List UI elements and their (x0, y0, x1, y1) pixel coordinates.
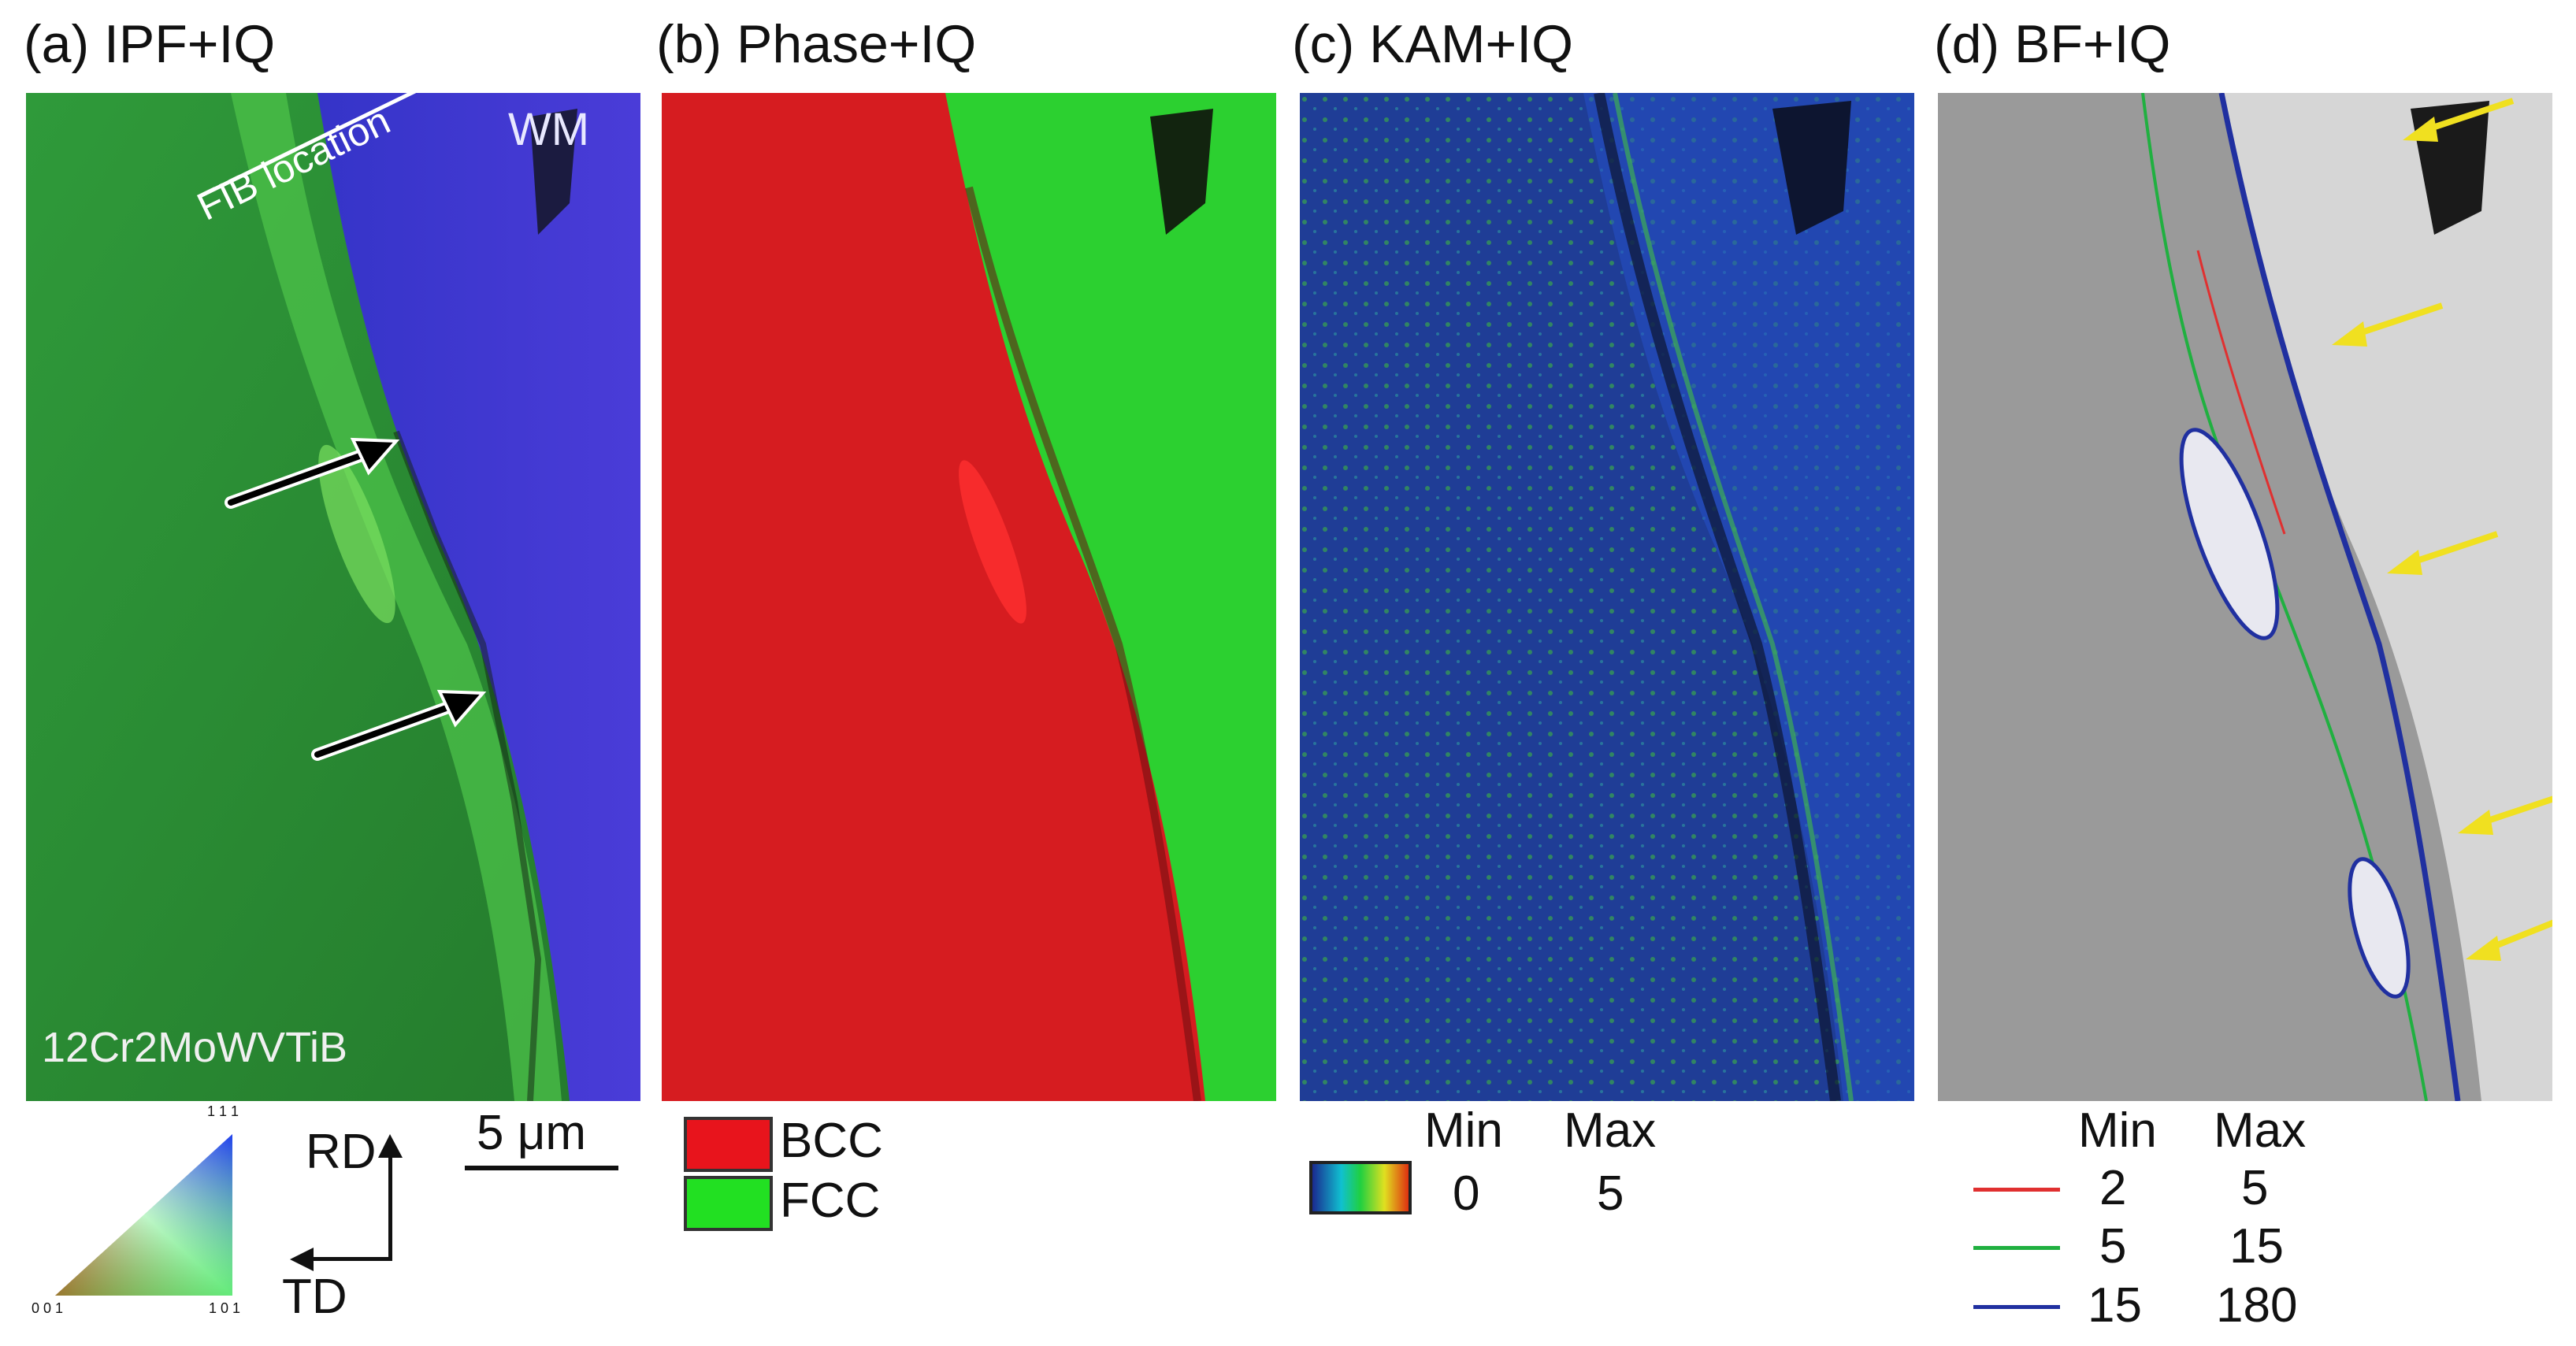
ipf-corner-111: 1 1 1 (207, 1103, 239, 1119)
td-label: TD (282, 1270, 347, 1324)
bcc-swatch (684, 1117, 773, 1172)
bf-max-header: Max (2214, 1103, 2307, 1158)
fcc-label: FCC (780, 1174, 881, 1228)
bf-line-5-15 (1973, 1246, 2060, 1250)
arrow-icon (2387, 531, 2499, 575)
bf-row-min: 2 (2099, 1161, 2127, 1215)
kam-min-header: Min (1424, 1103, 1503, 1158)
kam-max-header: Max (1564, 1103, 1657, 1158)
bf-row-max: 5 (2241, 1161, 2269, 1215)
wm-label: WM (508, 104, 590, 155)
bf-line-15-180 (1973, 1305, 2060, 1309)
ipf-map-panel: WM FIB location 12Cr2MoWVTiB (26, 93, 640, 1101)
scale-bar-label: 5 μm (477, 1106, 587, 1160)
ipf-corner-001: 0 0 1 (32, 1300, 64, 1316)
rd-axis-line (388, 1142, 392, 1260)
panel-b-title: (b) Phase+IQ (656, 14, 977, 74)
fcc-swatch (684, 1176, 773, 1231)
arrow-icon (2403, 98, 2515, 142)
bf-row-min: 15 (2088, 1278, 2142, 1333)
panel-a-title: (a) IPF+IQ (24, 14, 276, 74)
ipf-corner-101: 1 0 1 (209, 1300, 241, 1316)
kam-min-value: 0 (1453, 1166, 1480, 1221)
td-axis-line (299, 1257, 392, 1261)
arrow-icon (225, 437, 400, 509)
panel-d-title: (d) BF+IQ (1934, 14, 2171, 74)
scale-bar (465, 1166, 618, 1170)
bf-line-2-5 (1973, 1188, 2060, 1192)
bf-row-max: 180 (2216, 1278, 2298, 1333)
material-label: 12Cr2MoWVTiB (42, 1024, 348, 1071)
panel-c-title: (c) KAM+IQ (1292, 14, 1574, 74)
kam-map-panel (1300, 93, 1914, 1101)
arrow-up-icon (378, 1134, 403, 1158)
arrow-icon (2332, 302, 2444, 347)
bf-row-min: 5 (2099, 1219, 2127, 1274)
bf-min-header: Min (2078, 1103, 2157, 1158)
arrow-left-icon (290, 1248, 314, 1271)
bf-row-max: 15 (2229, 1219, 2284, 1274)
bf-map-panel (1938, 93, 2552, 1101)
arrow-icon (2466, 919, 2552, 961)
ipf-triangle-legend (55, 1134, 232, 1296)
phase-map-panel (662, 93, 1276, 1101)
kam-max-value: 5 (1597, 1166, 1624, 1221)
arrow-icon (2458, 795, 2552, 835)
rd-label: RD (306, 1125, 377, 1179)
kam-color-bar (1309, 1161, 1412, 1214)
arrow-icon (311, 689, 487, 761)
bcc-label: BCC (780, 1114, 883, 1168)
